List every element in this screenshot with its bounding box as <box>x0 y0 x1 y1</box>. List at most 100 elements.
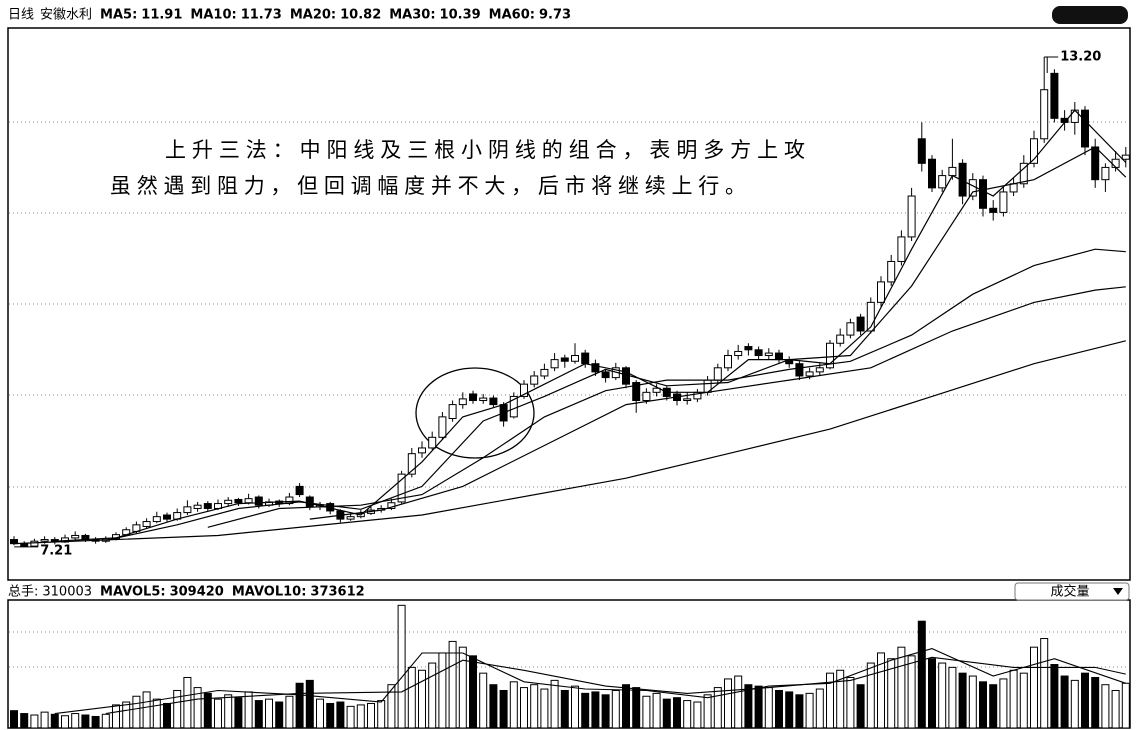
candle-body <box>40 539 49 542</box>
ma-line <box>105 146 1127 541</box>
candle-body <box>907 195 916 238</box>
volume-bar <box>499 689 508 729</box>
volume-bar <box>744 684 753 729</box>
legend-text: 309420 <box>170 585 224 600</box>
volume-bar <box>662 698 671 729</box>
volume-bar <box>163 702 171 729</box>
candle-body <box>754 349 763 357</box>
candle-body <box>489 397 498 406</box>
legend-text: MA30: <box>389 8 435 23</box>
candle-body <box>938 175 947 189</box>
legend-text: MAVOL5: <box>100 585 166 600</box>
ma-line <box>54 109 1127 542</box>
price-grid <box>9 121 1129 668</box>
candle-body <box>142 521 151 527</box>
candle-body <box>458 398 467 406</box>
candle-body <box>193 504 202 509</box>
legend-text: 10.82 <box>340 8 381 23</box>
volume-bar <box>61 715 69 729</box>
candle-body <box>887 260 896 283</box>
plot: 13.20 7.21 <box>10 49 1130 729</box>
volume-bar <box>907 655 916 729</box>
header-legend: 日线 安徽水利 MA5: 11.91 MA10: 11.73 MA20: 10.82 MA30:… <box>8 8 571 600</box>
legend-text: 10.39 <box>440 8 481 23</box>
candle-body <box>795 363 804 377</box>
volume-bar <box>611 689 620 729</box>
volume-bar <box>581 692 590 729</box>
volume-bar <box>122 701 131 729</box>
indicator-dropdown[interactable] <box>1014 582 1130 601</box>
volume-pane <box>7 599 1131 729</box>
candle-body <box>234 498 243 504</box>
volume-bar <box>214 698 222 729</box>
candle-body <box>346 516 355 520</box>
candle-body <box>163 514 171 520</box>
candle-body <box>1121 154 1130 160</box>
candle-body <box>856 316 865 332</box>
volume-bar <box>1070 679 1079 729</box>
ma-line <box>13 340 1126 545</box>
volume-bar <box>571 685 579 729</box>
candle-body <box>581 352 590 365</box>
volume-bar <box>754 685 763 729</box>
volume-bar <box>10 710 18 729</box>
volume-bar <box>775 689 783 729</box>
volume-bar <box>1111 689 1120 729</box>
volume-bar <box>693 701 702 729</box>
volume-bar <box>377 700 386 729</box>
volume-bar <box>999 678 1008 729</box>
volume-bar <box>326 702 335 729</box>
indicator-label[interactable]: 成交量 <box>1050 584 1089 600</box>
volume-bar <box>591 691 600 729</box>
candle-body <box>1030 138 1038 164</box>
legend-text: 373612 <box>310 585 364 600</box>
candle-body <box>968 179 977 197</box>
volume-bar <box>530 684 539 729</box>
volume-bar <box>458 646 467 729</box>
candle-body <box>469 393 477 402</box>
dropdown-arrow[interactable] <box>1113 588 1123 595</box>
candle-body <box>183 506 192 514</box>
legend-text: MA60: <box>489 8 535 23</box>
candle-body <box>152 516 161 523</box>
volume-bar <box>224 694 233 729</box>
volume-bar <box>479 672 488 729</box>
candle-body <box>805 371 814 377</box>
volume-bar <box>234 697 243 729</box>
volume-bar <box>40 711 49 729</box>
volume-bar <box>836 669 845 729</box>
volume-bar <box>336 701 345 729</box>
legend-text: 总手: <box>8 585 38 600</box>
volume-bar <box>469 655 477 729</box>
volume-bar <box>438 652 447 729</box>
candle-body <box>20 543 29 547</box>
candle-body <box>591 363 600 373</box>
volume-bar <box>1121 682 1130 729</box>
candle-body <box>897 236 906 262</box>
candle-body <box>540 368 549 377</box>
volume-bar <box>1101 684 1110 729</box>
volume-bar <box>275 701 284 729</box>
volume-bar <box>244 691 253 729</box>
candle-body <box>30 540 39 547</box>
candle-body <box>1040 89 1049 140</box>
volume-bar <box>489 684 498 729</box>
candle-body <box>550 359 559 369</box>
ma-line <box>309 286 1126 520</box>
candle-body <box>989 207 998 213</box>
volume-bar <box>1081 672 1089 729</box>
candle-body <box>1009 183 1018 193</box>
candle-body <box>734 350 743 357</box>
candle-body <box>295 485 304 496</box>
candle-body <box>846 322 855 336</box>
candle-body <box>224 499 233 505</box>
volume-bar <box>203 692 212 729</box>
volume-bar <box>560 689 569 729</box>
candle-body <box>448 404 457 420</box>
candle-body <box>948 166 957 177</box>
candle-body <box>520 383 528 397</box>
candle-body <box>999 191 1008 213</box>
volume-bar <box>428 662 437 729</box>
